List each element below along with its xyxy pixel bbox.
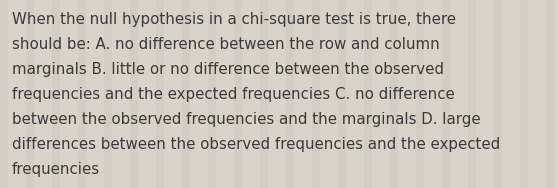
Bar [338,0,346,188]
Bar [26,0,34,188]
Bar [234,0,242,188]
Bar [494,0,502,188]
Text: between the observed frequencies and the marginals D. large: between the observed frequencies and the… [12,112,480,127]
Bar [468,0,476,188]
Bar [78,0,86,188]
Text: When the null hypothesis in a chi-square test is true, there: When the null hypothesis in a chi-square… [12,12,456,27]
Bar [416,0,424,188]
Bar [0,0,8,188]
Bar [312,0,320,188]
Bar [286,0,294,188]
Text: should be: A. no difference between the row and column: should be: A. no difference between the … [12,37,440,52]
Text: marginals B. little or no difference between the observed: marginals B. little or no difference bet… [12,62,444,77]
Text: frequencies: frequencies [12,162,100,177]
Bar [104,0,112,188]
Bar [260,0,268,188]
Bar [390,0,398,188]
Bar [546,0,554,188]
Bar [520,0,528,188]
Bar [208,0,216,188]
Bar [442,0,450,188]
Bar [130,0,138,188]
Text: differences between the observed frequencies and the expected: differences between the observed frequen… [12,137,501,152]
Text: frequencies and the expected frequencies C. no difference: frequencies and the expected frequencies… [12,87,455,102]
Bar [364,0,372,188]
Bar [156,0,164,188]
Bar [52,0,60,188]
Bar [182,0,190,188]
